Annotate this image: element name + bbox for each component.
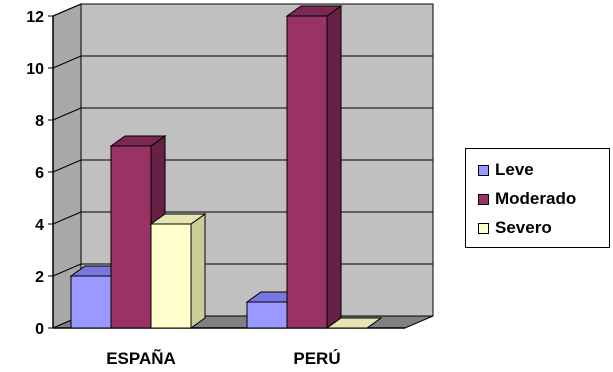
bar-moderado-1 [285, 5, 343, 329]
legend-swatch-moderado [478, 193, 489, 205]
legend-swatch-severo [478, 222, 489, 234]
bar-moderado-0 [109, 135, 167, 329]
gridline-side [52, 263, 82, 277]
bar-severo-0 [149, 213, 207, 329]
y-tick-label: 0 [35, 321, 44, 338]
y-tick-label: 4 [35, 217, 44, 234]
legend-item-moderado: Moderado [478, 188, 576, 210]
gridline-side [52, 3, 82, 17]
x-axis-category-labels: ESPAÑA PERÚ [106, 348, 340, 368]
legend-label-severo: Severo [495, 218, 552, 237]
bar-severo-1 [325, 317, 383, 329]
x-category-label: PERÚ [293, 349, 340, 368]
legend-item-leve: Leve [478, 159, 534, 181]
y-tick-label: 8 [35, 113, 44, 130]
y-axis-tick-labels: 0 2 4 6 8 10 12 [26, 9, 53, 338]
legend-label-leve: Leve [495, 160, 534, 179]
gridline-side [52, 107, 82, 121]
y-tick-label: 2 [35, 269, 44, 286]
y-tick-label: 12 [26, 9, 44, 26]
legend-label-moderado: Moderado [495, 189, 577, 208]
bars [69, 5, 383, 329]
y-tick-label: 10 [26, 61, 44, 78]
y-tick-label: 6 [35, 165, 44, 182]
x-category-label: ESPAÑA [106, 348, 176, 368]
legend: Leve Moderado Severo [465, 148, 610, 248]
legend-item-severo: Severo [478, 217, 552, 239]
gridline-side [52, 159, 82, 173]
gridline-side [52, 55, 82, 69]
gridline-side [52, 211, 82, 225]
legend-swatch-leve [478, 164, 489, 176]
